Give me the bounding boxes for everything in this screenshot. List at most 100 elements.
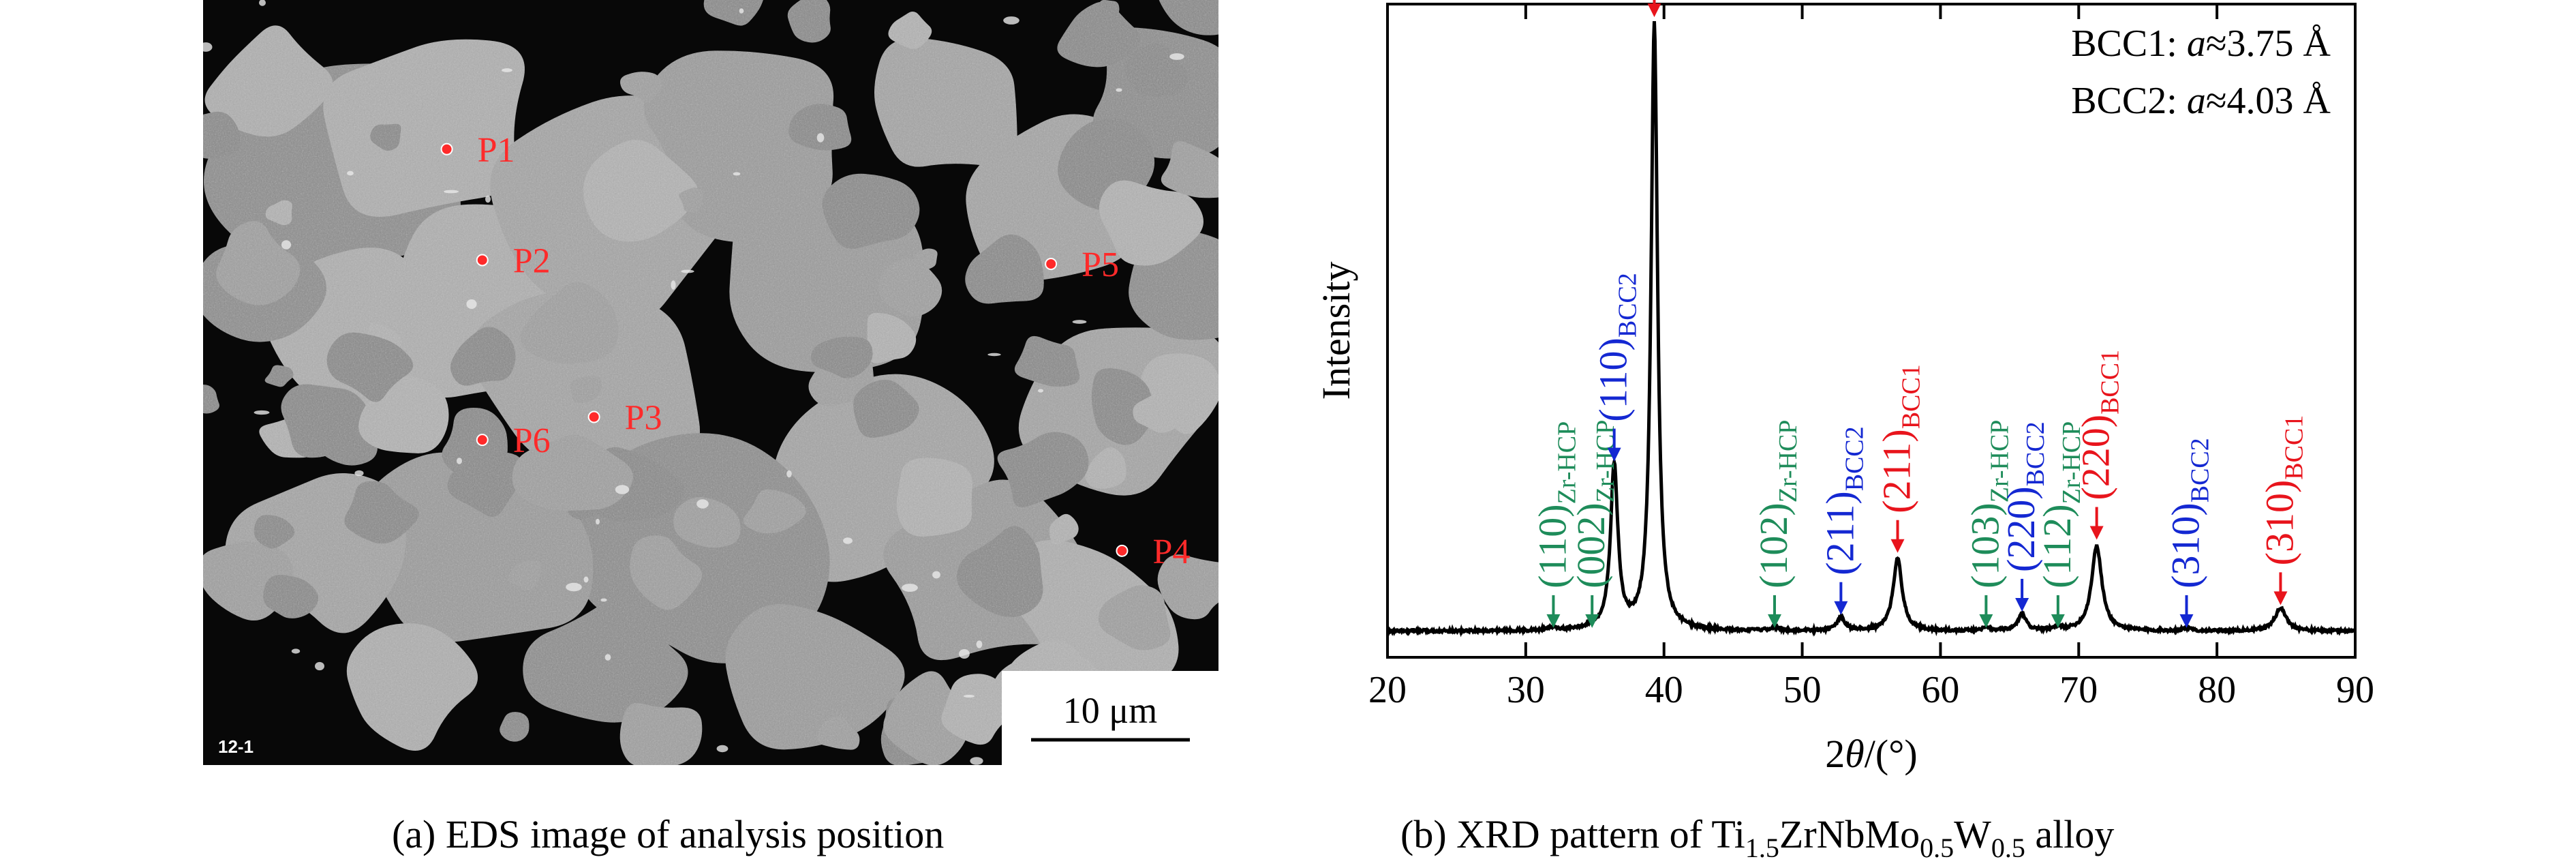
grain-region (344, 481, 419, 544)
grain-region (1161, 140, 1235, 198)
grain-region (787, 0, 831, 43)
grain-region (265, 200, 292, 226)
grain-region (896, 458, 972, 537)
grain-region (874, 38, 1017, 167)
grain-region (1085, 447, 1126, 489)
grain-region (772, 374, 994, 582)
peak-phase: Zr-HCP (1552, 421, 1581, 505)
point-label-p4: P4 (1152, 533, 1190, 571)
peak-annotation-102-zr-hcp: (102)Zr-HCP (1751, 420, 1803, 628)
grain-region (508, 560, 542, 590)
bright-speck (457, 458, 462, 464)
peak-annotation-110-bcc2: (110)BCC2 (1591, 273, 1642, 462)
peak-hkl: (211) (1875, 429, 1919, 513)
point-marker-p6 (476, 434, 489, 447)
point-label-p6: P6 (513, 421, 551, 460)
bright-speck (444, 190, 459, 194)
y-axis-title: Intensity (1314, 262, 1358, 400)
bright-speck (596, 518, 600, 525)
point-marker-p3 (587, 410, 600, 423)
bright-speck (347, 170, 354, 176)
peak-arrow-head (2273, 591, 2288, 605)
peak-label: (110)Zr-HCP (1530, 421, 1581, 588)
peak-annotation-002-zr-hcp: (002)Zr-HCP (1569, 420, 1620, 628)
bright-speck (733, 172, 741, 176)
peak-arrow-head (1585, 614, 1599, 628)
peak-annotation-110-bcc1: (110)BCC1 (1647, 0, 1661, 18)
bright-speck (970, 757, 983, 765)
peak-label: (211)BCC2 (1818, 426, 1869, 575)
peak-annotation-211-bcc2: (211)BCC2 (1818, 426, 1869, 615)
peak-hkl: (110) (1591, 338, 1636, 421)
peak-hkl: (211) (1818, 491, 1862, 575)
grain-region (204, 25, 333, 137)
peak-label: (110)BCC2 (1591, 273, 1642, 422)
peak-phase: BCC1 (2096, 350, 2125, 415)
bright-speck (1072, 320, 1087, 324)
grain-region (620, 72, 663, 103)
peak-annotation-310-bcc2: (310)BCC2 (2164, 438, 2215, 628)
peak-label: (220)BCC1 (2074, 350, 2125, 500)
grain-region (263, 575, 319, 618)
grain-region (346, 623, 478, 751)
peak-label: (102)Zr-HCP (1751, 420, 1803, 588)
bright-speck (466, 299, 477, 309)
grain-region (264, 365, 294, 387)
peak-phase: BCC1 (2280, 415, 2308, 480)
peak-hkl: (220) (2074, 415, 2118, 500)
peak-annotation-112-zr-hcp: (112)Zr-HCP (2035, 421, 2086, 628)
bright-speck (615, 485, 630, 494)
grain-region (1133, 392, 1179, 433)
point-marker-p2 (476, 254, 489, 267)
grain-region (1098, 585, 1171, 650)
grain-region (1014, 335, 1080, 387)
peak-arrow-head (2089, 526, 2104, 540)
x-tick-label-60: 60 (1921, 669, 1959, 711)
point-label-p1: P1 (478, 131, 515, 170)
bright-speck (843, 537, 853, 544)
grain-region (520, 282, 619, 364)
bright-speck (932, 571, 940, 579)
bright-speck (600, 598, 607, 602)
peak-annotation-211-bcc1: (211)BCC1 (1875, 364, 1926, 553)
grain-region (1099, 180, 1203, 266)
xrd-pattern-line (1386, 21, 2356, 638)
grain-region (703, 0, 763, 26)
x-tick-label-40: 40 (1645, 669, 1683, 711)
grain-region (853, 379, 919, 438)
peak-arrow-head (2015, 597, 2029, 612)
bright-speck (502, 68, 512, 72)
grain-region (878, 258, 942, 317)
grain-region (673, 496, 741, 548)
peak-phase: BCC1 (1897, 364, 1926, 429)
eds-micrograph: 10 μm P1 P2 P3 P4 P5 P6 12-1 (181, 0, 1270, 768)
peak-annotation-220-bcc1: (220)BCC1 (2074, 350, 2125, 540)
peak-label: (103)Zr-HCP (1963, 420, 2014, 588)
grain-region (254, 515, 295, 549)
point-marker-p1 (440, 143, 453, 155)
peak-phase: BCC2 (2021, 421, 2050, 486)
peak-hkl: (112) (2035, 504, 2079, 588)
lattice-param-2: BCC2: a≈4.03 Å (2071, 80, 2331, 122)
peak-annotation-103-zr-hcp: (103)Zr-HCP (1963, 420, 2014, 628)
peak-annotation-310-bcc1: (310)BCC1 (2257, 415, 2308, 605)
peak-arrow-head (1607, 447, 1621, 462)
peak-phase: BCC2 (1840, 426, 1869, 491)
bright-speck (987, 353, 1001, 357)
grain-region (216, 221, 301, 305)
grain-region (725, 603, 905, 750)
peak-phase: Zr-HCP (1591, 420, 1620, 503)
x-tick-label-20: 20 (1368, 669, 1407, 711)
peak-phase: BCC2 (2186, 438, 2215, 503)
peak-arrow-head (1546, 614, 1561, 628)
bright-speck (1116, 88, 1122, 92)
peak-label: (310)BCC2 (2164, 438, 2215, 588)
bright-speck (1169, 53, 1184, 60)
bright-speck (583, 576, 589, 583)
peak-phase: Zr-HCP (2057, 421, 2086, 505)
peak-arrow-head (2179, 614, 2194, 628)
peak-hkl: (310) (2257, 480, 2301, 566)
grain-region (965, 234, 1044, 304)
peak-phase: Zr-HCP (1985, 420, 2014, 503)
grain-region (810, 336, 873, 378)
